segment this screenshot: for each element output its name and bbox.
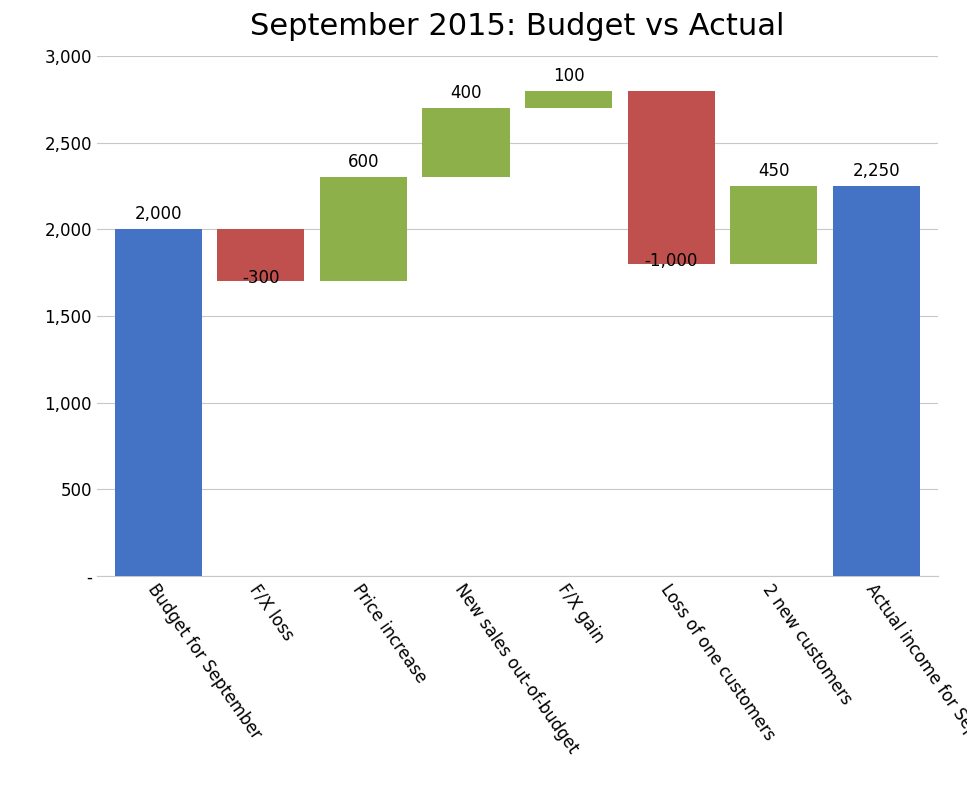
Bar [525, 90, 612, 108]
Text: -300: -300 [242, 270, 279, 287]
Text: 600: 600 [348, 154, 379, 171]
Bar [320, 178, 407, 282]
Bar [115, 230, 202, 576]
Text: 450: 450 [758, 162, 790, 180]
Title: September 2015: Budget vs Actual: September 2015: Budget vs Actual [250, 12, 784, 41]
Bar [218, 230, 305, 282]
Text: 100: 100 [553, 66, 584, 85]
Text: -1,000: -1,000 [645, 252, 698, 270]
Text: 2,250: 2,250 [853, 162, 900, 180]
Bar [628, 90, 715, 264]
Text: 400: 400 [451, 84, 482, 102]
Bar [423, 108, 510, 178]
Bar [730, 186, 817, 264]
Bar [833, 186, 920, 576]
Text: 2,000: 2,000 [134, 206, 182, 223]
